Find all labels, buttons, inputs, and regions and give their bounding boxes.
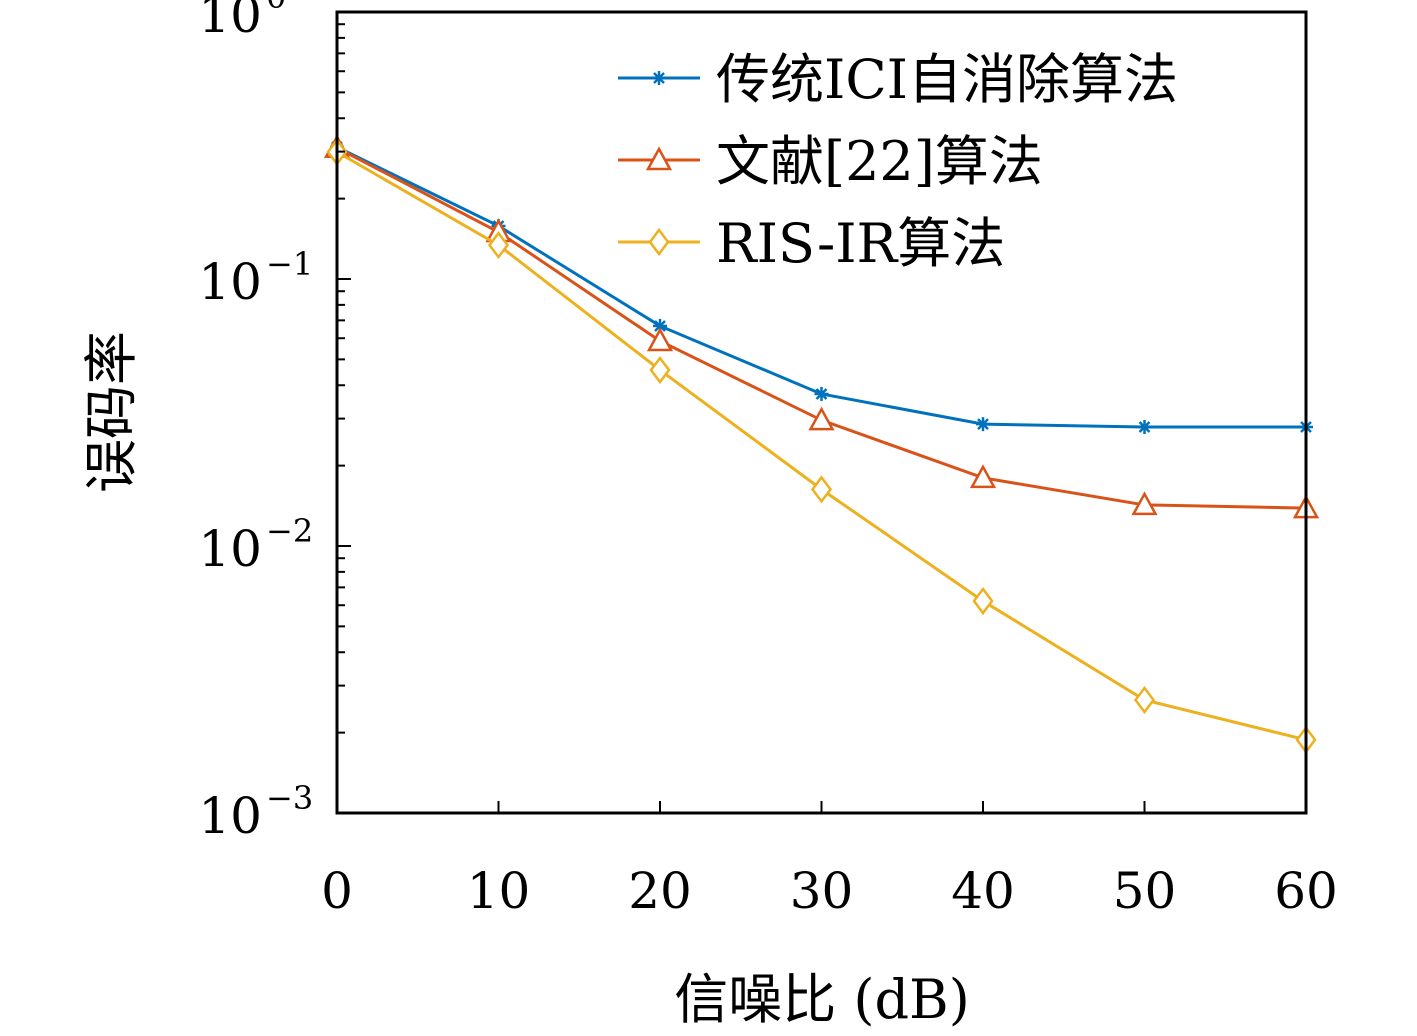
y-tick-exponent: −3 bbox=[266, 779, 313, 817]
x-tick-label: 20 bbox=[628, 862, 692, 920]
legend-marker bbox=[653, 72, 665, 84]
y-tick-exponent: −1 bbox=[266, 245, 313, 283]
series-line bbox=[336, 146, 1307, 510]
data-point-marker bbox=[1138, 421, 1151, 433]
series-1 bbox=[323, 134, 1320, 519]
y-tick-label: 10 bbox=[198, 0, 262, 44]
data-point-marker bbox=[646, 327, 674, 352]
y-tick-exponent: 0 bbox=[266, 0, 286, 16]
legend-marker bbox=[645, 146, 673, 171]
data-point-marker bbox=[969, 464, 997, 489]
data-point-marker bbox=[810, 475, 833, 504]
x-axis-label: 信噪比 (dB) bbox=[674, 968, 970, 1031]
data-point-marker bbox=[654, 320, 666, 332]
data-point-marker bbox=[649, 355, 671, 385]
data-point-marker bbox=[1131, 491, 1158, 516]
x-tick-label: 0 bbox=[321, 862, 353, 920]
data-point-marker bbox=[808, 406, 835, 431]
data-point-marker bbox=[972, 586, 994, 616]
legend-label: 文献[22]算法 bbox=[716, 130, 1043, 193]
series-2 bbox=[326, 137, 1317, 754]
data-point-marker bbox=[1133, 685, 1156, 715]
x-tick-label: 50 bbox=[1113, 862, 1177, 920]
legend-label: RIS-IR算法 bbox=[716, 212, 1005, 275]
x-tick-label: 60 bbox=[1274, 862, 1338, 920]
data-point-marker bbox=[815, 388, 828, 400]
y-tick-label: 10 bbox=[198, 253, 262, 311]
y-tick-label: 10 bbox=[198, 520, 262, 578]
legend-marker bbox=[648, 227, 670, 257]
data-point-marker bbox=[977, 418, 989, 431]
legend-label: 传统ICI自消除算法 bbox=[716, 48, 1178, 111]
data-point-marker bbox=[487, 230, 510, 260]
x-tick-label: 10 bbox=[467, 862, 531, 920]
y-tick-exponent: −2 bbox=[266, 512, 313, 550]
y-tick-label: 10 bbox=[198, 787, 262, 845]
x-tick-label: 40 bbox=[951, 862, 1015, 920]
y-axis-label: 误码率 bbox=[80, 331, 143, 493]
x-tick-label: 30 bbox=[790, 862, 854, 920]
